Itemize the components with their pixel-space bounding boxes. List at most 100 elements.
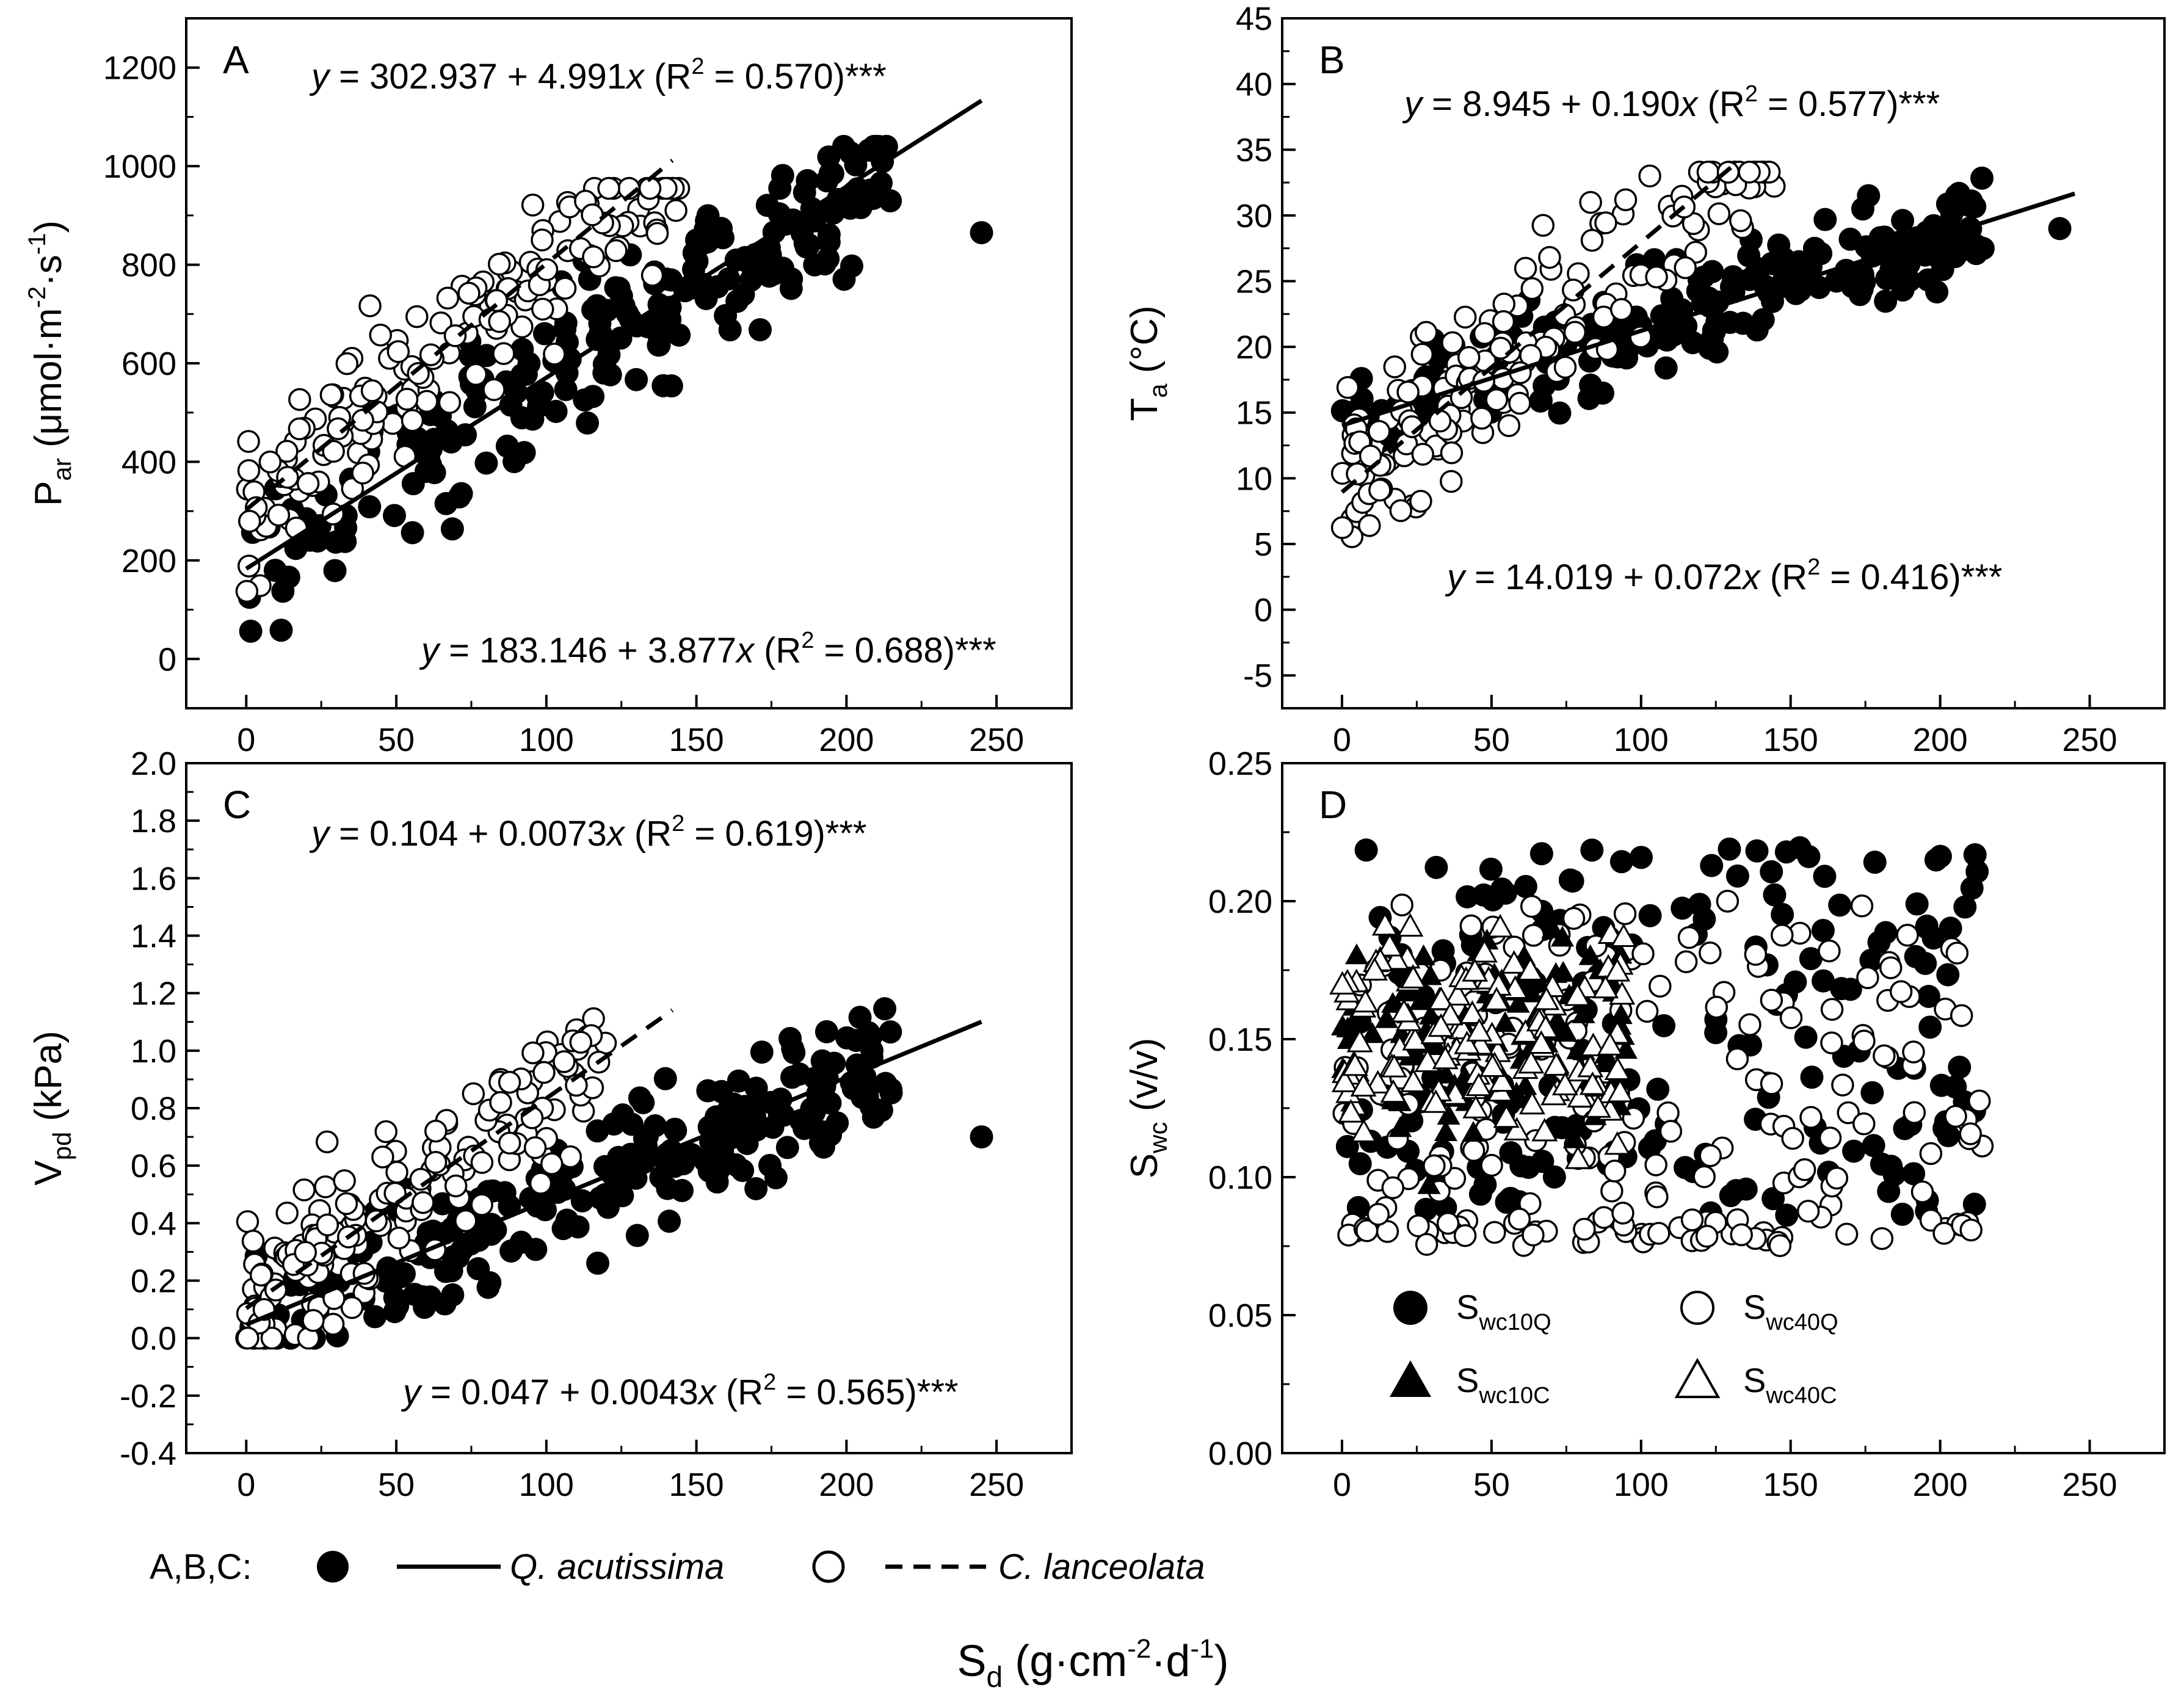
point-open-circle	[521, 1041, 545, 1065]
y-tick-label: 0	[1254, 592, 1272, 629]
point-open-circle	[1396, 380, 1420, 404]
point-filled-circle	[450, 1238, 474, 1262]
point-open-circle	[1594, 211, 1617, 234]
point-open-circle	[1473, 322, 1497, 345]
y-label-main: S	[1123, 1153, 1166, 1178]
point-filled-circle	[1811, 918, 1835, 942]
y-tick-label: 1.6	[131, 860, 176, 897]
point-filled-triangle	[1381, 992, 1405, 1013]
point-open-circle	[1366, 1203, 1390, 1226]
point-filled-circle	[1936, 963, 1960, 987]
point-open-circle	[1520, 894, 1544, 918]
eq-tail: = 0.688)***	[814, 631, 996, 670]
point-filled-circle	[1928, 844, 1952, 868]
y-label-main: T	[1123, 398, 1166, 421]
point-open-triangle	[1371, 912, 1398, 936]
legend-label-main: S	[1456, 1288, 1479, 1326]
point-open-circle	[275, 440, 299, 463]
point-open-circle	[351, 408, 374, 432]
eq-tail: = 0.619)***	[684, 814, 866, 854]
point-open-circle	[358, 294, 382, 317]
point-filled-circle	[667, 323, 691, 347]
point-filled-circle	[382, 504, 406, 528]
point-open-circle	[521, 194, 545, 217]
point-filled-circle	[566, 1215, 590, 1239]
point-filled-circle	[658, 1210, 681, 1233]
point-filled-circle	[263, 559, 287, 582]
y-tick-label: 5	[1254, 526, 1272, 563]
point-filled-circle	[1828, 893, 1852, 917]
point-open-circle	[241, 1230, 265, 1253]
point-open-circle	[1600, 1179, 1623, 1203]
point-open-circle	[488, 310, 511, 333]
point-filled-circle	[1904, 945, 1928, 968]
legend-filled-circle-marker	[317, 1551, 349, 1583]
y-tick-label: 0.2	[131, 1263, 176, 1300]
point-filled-circle	[844, 1029, 868, 1053]
point-filled-triangle	[1434, 1120, 1457, 1142]
point-filled-triangle	[1344, 943, 1368, 965]
eq-body: = 183.146 + 3.877	[439, 631, 736, 670]
point-open-circle	[1635, 999, 1659, 1023]
point-filled-circle	[718, 318, 742, 342]
x-tick-label: 250	[969, 722, 1024, 758]
legend-series1-label: Q. acutissima	[510, 1547, 724, 1587]
x-tick-label: 0	[237, 1467, 255, 1503]
point-filled-circle	[1473, 1173, 1497, 1197]
point-open-circle	[1423, 1154, 1446, 1178]
point-filled-circle	[748, 318, 772, 342]
point-open-circle	[597, 176, 620, 200]
point-filled-triangle	[1562, 1127, 1586, 1148]
point-filled-circle	[1760, 860, 1783, 883]
point-open-circle	[1696, 161, 1720, 184]
point-filled-triangle	[1409, 989, 1432, 1010]
point-open-triangle	[1352, 988, 1379, 1013]
panel-letter: D	[1319, 783, 1347, 827]
point-open-circle	[1705, 995, 1729, 1019]
point-open-circle	[1677, 926, 1701, 949]
point-filled-circle	[1664, 319, 1688, 343]
x-tick-label: 200	[1913, 1467, 1968, 1503]
y-tick-label: 30	[1236, 198, 1272, 234]
point-open-circle	[386, 340, 410, 363]
point-open-triangle	[1346, 1028, 1373, 1053]
point-filled-circle	[570, 1189, 594, 1213]
point-filled-circle	[544, 399, 568, 423]
y-tick-label: -0.2	[120, 1378, 176, 1415]
y-tick-label: 0.20	[1208, 883, 1272, 920]
point-filled-circle	[576, 411, 600, 435]
point-filled-circle	[840, 254, 863, 278]
point-filled-circle	[780, 267, 804, 291]
point-open-circle	[1415, 1233, 1438, 1256]
point-open-triangle	[1606, 1078, 1634, 1103]
point-filled-circle	[656, 1177, 680, 1200]
point-filled-circle	[1838, 227, 1862, 251]
point-open-circle	[1381, 1176, 1405, 1200]
point-filled-circle	[1629, 846, 1653, 869]
legend-marker-filled-triangle	[1390, 1360, 1431, 1397]
point-filled-circle	[1848, 283, 1872, 306]
y-tick-label: 15	[1236, 395, 1272, 432]
point-filled-circle	[810, 1049, 834, 1073]
point-open-circle	[236, 1210, 259, 1233]
point-filled-circle	[1751, 308, 1775, 332]
point-open-circle	[1603, 1159, 1627, 1183]
eq-tail: = 0.565)***	[776, 1373, 958, 1412]
point-filled-circle	[401, 472, 425, 496]
points	[1329, 836, 1994, 1257]
point-open-circle	[532, 1061, 556, 1084]
point-filled-circle	[434, 1260, 457, 1283]
y-tick-label: 400	[122, 444, 176, 481]
point-open-circle	[415, 390, 438, 413]
point-open-circle	[1945, 941, 1969, 965]
point-open-circle	[1415, 321, 1438, 344]
point-open-triangle	[1604, 958, 1631, 982]
point-filled-triangle	[1475, 929, 1499, 950]
point-open-circle	[1896, 923, 1919, 947]
point-open-circle	[569, 1031, 592, 1054]
point-open-circle	[553, 1050, 576, 1073]
equation-filled: y = 14.019 + 0.072x (R2 = 0.416)***	[1445, 554, 2003, 597]
point-filled-circle	[1481, 888, 1504, 912]
point-open-triangle	[1493, 1104, 1520, 1128]
